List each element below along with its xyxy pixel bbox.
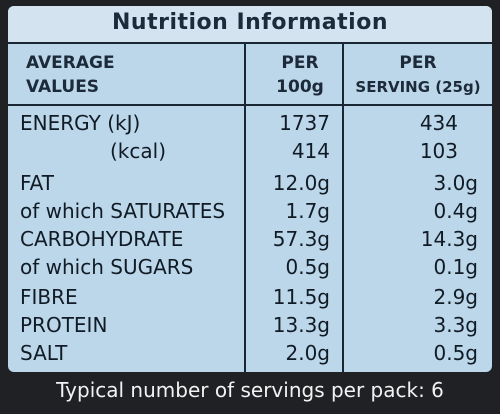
row-serving-energy-kcal: 103 [419,139,458,163]
row-per100-fat: 12.0g [272,171,330,195]
row-serving-salt: 0.5g [433,341,478,365]
row-serving-energy-kj: 434 [419,111,458,135]
header-divider [8,104,492,106]
row-serving-saturates: 0.4g [433,199,478,223]
column-divider-1 [244,42,246,372]
column-divider-2 [342,42,344,372]
row-label-energy-kj: ENERGY (kJ) [20,111,141,135]
header-serving-size: SERVING (25g) [355,78,481,96]
row-per100-sugars: 0.5g [285,255,330,279]
servings-per-pack-note: Typical number of servings per pack: 6 [56,378,444,402]
title-bar: Nutrition Information [8,6,492,44]
row-label-energy-kcal: (kcal) [110,139,166,163]
header-per-100: PER [281,53,319,73]
row-serving-fat: 3.0g [433,171,478,195]
nutrition-panel: Nutrition Information AVERAGE VALUES PER… [8,6,492,372]
row-per100-energy-kcal: 414 [291,139,330,163]
row-serving-carbohydrate: 14.3g [420,227,478,251]
row-per100-protein: 13.3g [272,313,330,337]
row-per100-fibre: 11.5g [272,285,330,309]
header-average: AVERAGE [26,53,115,73]
row-label-fibre: FIBRE [20,285,78,309]
nutrition-title: Nutrition Information [112,10,388,35]
row-serving-sugars: 0.1g [433,255,478,279]
header-values: VALUES [26,77,100,97]
row-per100-salt: 2.0g [285,341,330,365]
row-per100-energy-kj: 1737 [279,111,330,135]
row-label-saturates: of which SATURATES [20,199,226,223]
row-label-sugars: of which SUGARS [20,255,194,279]
row-serving-fibre: 2.9g [433,285,478,309]
header-per-serving: PER [399,53,437,73]
row-serving-protein: 3.3g [433,313,478,337]
row-label-protein: PROTEIN [20,313,108,337]
row-per100-carbohydrate: 57.3g [272,227,330,251]
row-label-carbohydrate: CARBOHYDRATE [20,227,184,251]
header-100g: 100g [276,77,324,97]
row-per100-saturates: 1.7g [285,199,330,223]
row-label-fat: FAT [20,171,55,195]
row-label-salt: SALT [20,341,68,365]
